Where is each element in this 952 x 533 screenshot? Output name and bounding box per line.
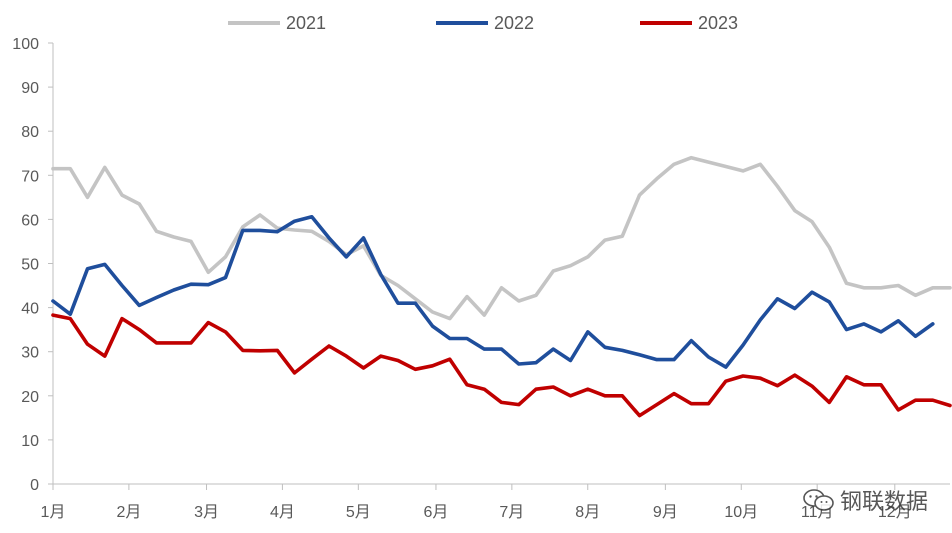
chart-series — [51, 155, 952, 418]
x-tick-label: 6月 — [423, 504, 448, 521]
x-tick-label: 10月 — [724, 504, 758, 521]
y-tick-label: 40 — [21, 301, 39, 318]
series-line-2023 — [51, 313, 952, 418]
y-tick-label: 30 — [21, 345, 39, 362]
x-tick-label: 5月 — [346, 504, 371, 521]
y-tick-label: 10 — [21, 433, 39, 450]
x-tick-label: 1月 — [41, 504, 66, 521]
y-tick-label: 60 — [21, 212, 39, 229]
legend-label-2022: 2022 — [494, 12, 535, 33]
legend-label-2023: 2023 — [698, 12, 739, 33]
x-tick-label: 2月 — [116, 504, 141, 521]
x-tick-label: 7月 — [499, 504, 524, 521]
legend-swatch-2022 — [436, 21, 488, 25]
y-tick-label: 80 — [21, 124, 39, 141]
series-line-2021 — [51, 155, 952, 321]
y-tick-label: 0 — [30, 477, 39, 494]
legend-swatch-2023 — [640, 21, 692, 25]
x-tick-label: 3月 — [194, 504, 219, 521]
legend-label-2021: 2021 — [286, 12, 327, 33]
legend-item-2023[interactable]: 2023 — [640, 10, 738, 36]
y-tick-label: 20 — [21, 389, 39, 406]
legend-item-2021[interactable]: 2021 — [228, 10, 326, 36]
series-line-2022 — [51, 215, 935, 369]
y-tick-label: 100 — [12, 36, 39, 53]
y-tick-label: 70 — [21, 168, 39, 185]
legend-swatch-2021 — [228, 21, 280, 25]
legend-item-2022[interactable]: 2022 — [436, 10, 534, 36]
y-tick-label: 50 — [21, 257, 39, 274]
x-tick-label: 12月 — [878, 504, 912, 521]
x-tick-label: 4月 — [270, 504, 295, 521]
wechat-icon — [802, 487, 836, 513]
watermark: 钢联数据 — [802, 484, 928, 516]
chart-legend: 2021 2022 2023 — [0, 10, 952, 36]
x-tick-label: 9月 — [653, 504, 678, 521]
watermark-text: 钢联数据 — [839, 490, 928, 515]
x-tick-label: 8月 — [575, 504, 600, 521]
y-tick-label: 90 — [21, 80, 39, 97]
chart-axes: 0 10 20 30 40 50 60 70 80 90 100 1月 2月 3月 4月 5月 6月 7月 8月 9月… — [12, 36, 950, 521]
